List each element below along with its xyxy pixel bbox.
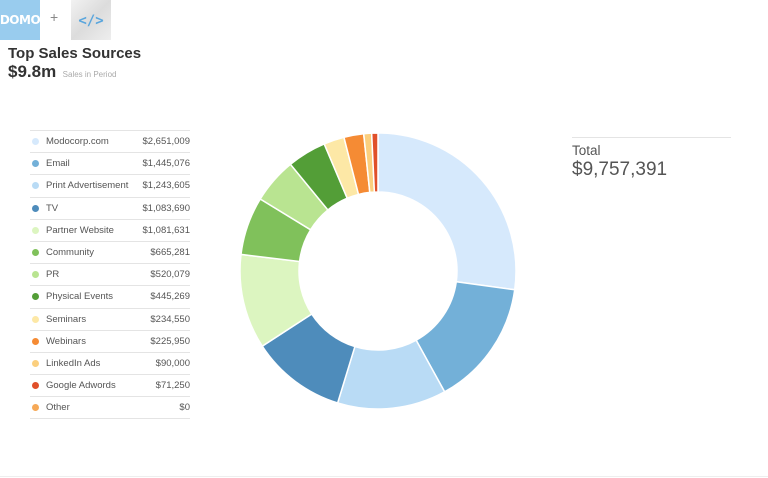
legend-item[interactable]: Email $1,445,076 xyxy=(30,153,190,176)
summary-label: Sales in Period xyxy=(62,70,117,79)
code-icon: </> xyxy=(78,13,103,29)
legend-swatch xyxy=(32,337,39,345)
legend-label: LinkedIn Ads xyxy=(46,357,101,369)
domo-logo: DOMO xyxy=(0,0,40,40)
code-logo-text: </> xyxy=(78,13,103,29)
legend-label: Community xyxy=(46,247,95,259)
legend-swatch xyxy=(32,404,39,412)
legend-label: Physical Events xyxy=(46,291,114,303)
legend-value: $665,281 xyxy=(150,247,190,259)
legend-swatch xyxy=(32,226,39,234)
donut-slice[interactable] xyxy=(370,132,379,193)
legend-swatch xyxy=(32,293,39,301)
legend-label: Print Advertisement xyxy=(46,180,129,192)
legend-label: Seminars xyxy=(46,313,87,325)
legend-value: $1,445,076 xyxy=(142,158,190,170)
legend-item[interactable]: Seminars $234,550 xyxy=(30,309,190,331)
summary: $9.8m Sales in Period xyxy=(8,62,116,82)
legend-item[interactable]: Google Adwords $71,250 xyxy=(30,375,190,398)
summary-value: $9.8m xyxy=(8,62,57,81)
legend-swatch xyxy=(32,182,39,190)
legend-value: $1,083,690 xyxy=(142,202,190,214)
legend-value: $2,651,009 xyxy=(142,136,190,148)
legend-label: Other xyxy=(46,402,70,414)
legend-label: TV xyxy=(46,202,59,214)
legend-item[interactable]: Webinars $225,950 xyxy=(30,331,190,353)
legend-value: $1,081,631 xyxy=(142,224,190,236)
legend-label: Modocorp.com xyxy=(46,136,109,148)
legend-item[interactable]: Community $665,281 xyxy=(30,242,190,265)
page-title: Top Sales Sources xyxy=(8,45,142,62)
chart-legend: Modocorp.com $2,651,009 Email $1,445,076 Pri… xyxy=(30,130,190,420)
legend-item[interactable]: Physical Events $445,269 xyxy=(30,286,190,309)
legend-value: $445,269 xyxy=(150,291,190,303)
legend-item[interactable]: LinkedIn Ads $90,000 xyxy=(30,353,190,376)
legend-item[interactable]: Partner Website $1,081,631 xyxy=(30,220,190,242)
legend-label: PR xyxy=(46,269,60,281)
legend-swatch xyxy=(32,204,39,212)
code-logo: </> xyxy=(71,0,111,40)
legend-value: $234,550 xyxy=(150,313,190,325)
legend-item[interactable]: Modocorp.com $2,651,009 xyxy=(30,131,190,154)
legend-value: $0 xyxy=(179,402,190,414)
legend-swatch xyxy=(32,160,39,168)
domo-logo-text: DOMO xyxy=(0,13,40,27)
legend-swatch xyxy=(32,382,39,390)
legend-swatch xyxy=(32,359,39,367)
legend-item[interactable]: Print Advertisement $1,243,605 xyxy=(30,175,190,198)
legend-value: $71,250 xyxy=(155,380,190,392)
legend-value: $1,243,605 xyxy=(142,180,190,192)
total-panel: Total $9,757,391 xyxy=(572,137,731,181)
total-value: $9,757,391 xyxy=(572,159,668,180)
legend-label: Webinars xyxy=(46,335,86,347)
legend-item[interactable]: TV $1,083,690 xyxy=(30,198,190,220)
donut-slice[interactable] xyxy=(377,132,517,291)
legend-label: Google Adwords xyxy=(46,380,116,392)
legend-swatch xyxy=(32,249,39,257)
legend-label: Partner Website xyxy=(46,224,114,236)
legend-label: Email xyxy=(46,158,70,170)
bottom-divider xyxy=(0,476,768,477)
legend-value: $520,079 xyxy=(150,269,190,281)
legend-item[interactable]: PR $520,079 xyxy=(30,264,190,287)
plus-sign: + xyxy=(50,9,59,25)
legend-swatch xyxy=(32,271,39,279)
legend-value: $225,950 xyxy=(150,335,190,347)
legend-value: $90,000 xyxy=(155,357,190,369)
legend-swatch xyxy=(32,315,39,323)
legend-swatch xyxy=(32,138,39,146)
total-label: Total xyxy=(572,143,601,158)
legend-item[interactable]: Other $0 xyxy=(30,397,190,420)
